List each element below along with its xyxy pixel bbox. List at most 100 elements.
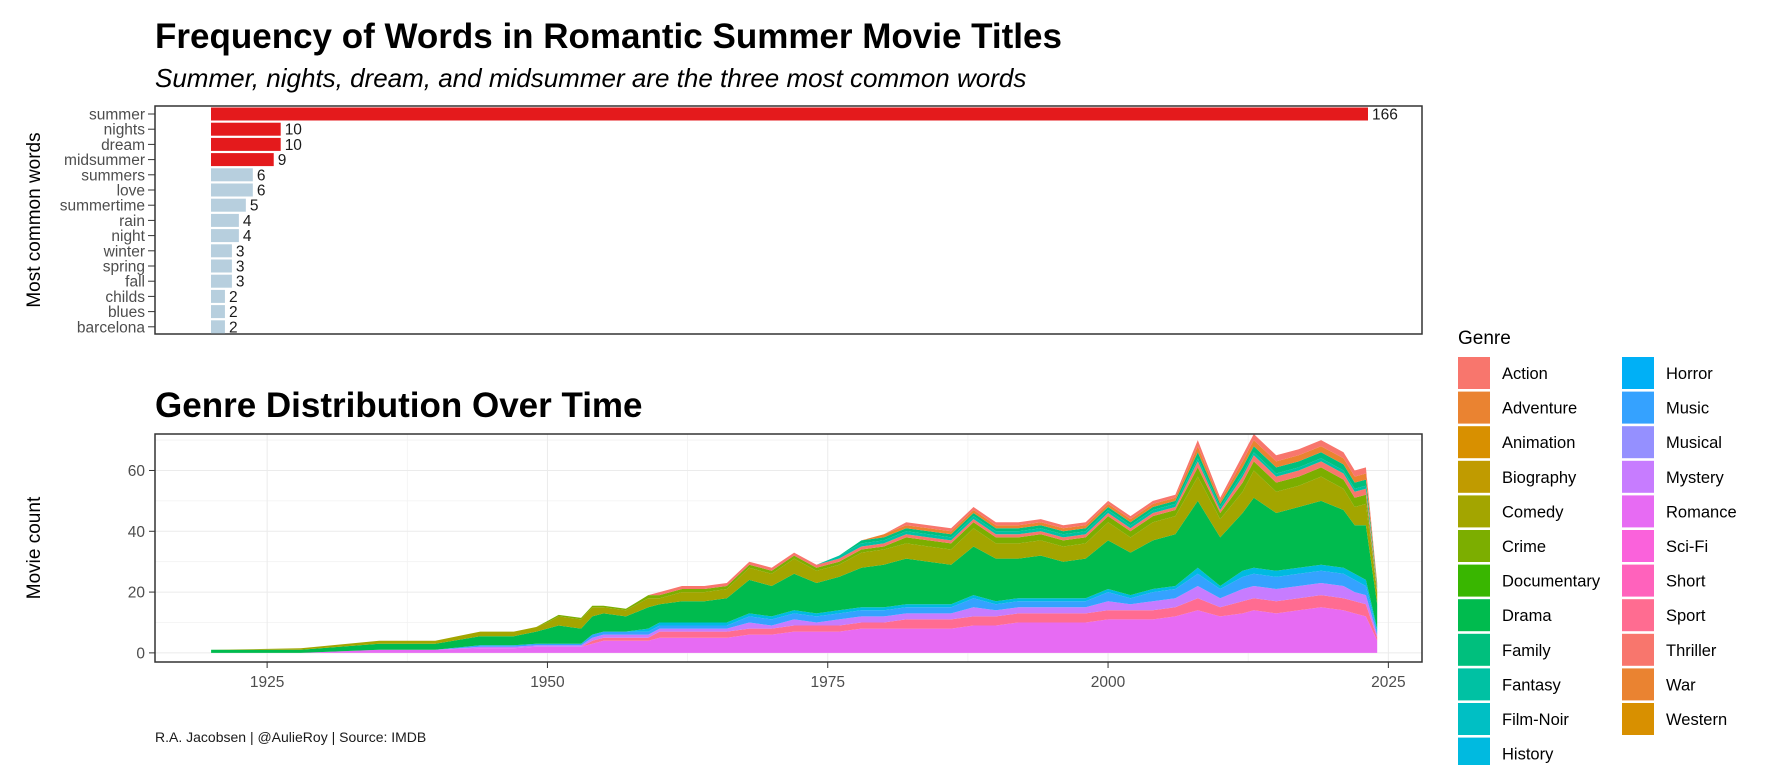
bar-blues [211, 305, 225, 319]
legend-key-drama [1458, 599, 1490, 632]
bar-category-label: summers [81, 167, 145, 184]
bar-value-label: 3 [236, 243, 245, 260]
chart-caption: R.A. Jacobsen | @AulieRoy | Source: IMDB [155, 729, 426, 745]
legend-label: Animation [1502, 434, 1575, 452]
bar-dream [211, 137, 281, 151]
bar-category-label: spring [103, 259, 145, 276]
legend-items: Action Adventure Animation Biography Comedy C… [1458, 357, 1737, 765]
bar-summers [211, 168, 253, 182]
genre-area-panel: 1925 1950 1975 2000 2025 0 20 40 60 Movie count [24, 433, 1423, 691]
bar-childs [211, 289, 225, 303]
legend-key-adventure [1458, 391, 1490, 424]
bar-value-label: 5 [250, 198, 259, 215]
bar-winter [211, 244, 232, 258]
bar-category-label: nights [104, 122, 146, 139]
bar-value-label: 166 [1372, 107, 1398, 124]
bar-category-label: barcelona [77, 319, 145, 336]
legend-label: Mystery [1666, 469, 1725, 487]
bar-panel-border [154, 105, 1423, 335]
legend-label: Film-Noir [1502, 711, 1569, 729]
bar-value-label: 3 [236, 274, 245, 291]
legend-label: Comedy [1502, 503, 1564, 521]
legend-key-thriller [1622, 633, 1654, 666]
legend-key-film-noir [1458, 703, 1490, 735]
bar-category-label: love [117, 183, 145, 200]
bar-nights [211, 122, 281, 136]
legend-label: Romance [1666, 503, 1737, 521]
legend-label: History [1502, 746, 1554, 764]
bar-rain [211, 213, 239, 227]
legend-key-short [1622, 564, 1654, 597]
legend-key-musical [1622, 426, 1654, 459]
bar-marks: summer 166 nights 10 dream 10 midsummer 9 summer… [60, 107, 1398, 337]
bar-category-label: rain [119, 213, 145, 230]
bar-category-label: childs [105, 289, 145, 306]
legend-key-mystery [1622, 460, 1654, 493]
bar-summer [211, 107, 1368, 121]
legend-key-horror [1622, 357, 1654, 389]
bar-value-label: 4 [243, 228, 252, 245]
area-series-romance [211, 607, 1378, 653]
legend-label: Crime [1502, 538, 1546, 556]
bar-night [211, 229, 239, 243]
area-series-history [211, 564, 1378, 653]
y-tick-label: 20 [128, 585, 146, 602]
legend-key-animation [1458, 426, 1490, 459]
legend-label: Sci-Fi [1666, 538, 1708, 556]
bar-value-label: 6 [257, 183, 266, 200]
area-series-sport [211, 595, 1378, 653]
legend-label: Fantasy [1502, 676, 1561, 694]
legend-key-documentary [1458, 564, 1490, 597]
bar-value-label: 2 [229, 319, 238, 336]
legend-label: Short [1666, 573, 1706, 591]
legend-label: Family [1502, 642, 1551, 660]
bar-love [211, 183, 253, 197]
legend-label: Drama [1502, 607, 1552, 625]
bar-category-label: blues [108, 304, 145, 321]
area-panel-border [154, 433, 1423, 663]
chart-title: Frequency of Words in Romantic Summer Mo… [155, 17, 1062, 56]
legend-key-family [1458, 633, 1490, 666]
x-tick-label: 1925 [250, 674, 284, 691]
legend-label: Music [1666, 400, 1709, 418]
bar-value-label: 2 [229, 304, 238, 321]
x-tick-label: 2000 [1091, 674, 1126, 691]
legend-key-sport [1622, 599, 1654, 632]
legend-label: Action [1502, 365, 1548, 383]
bar-category-label: night [111, 228, 145, 245]
bar-category-label: summertime [60, 198, 145, 215]
legend-key-war [1622, 668, 1654, 701]
x-tick-label: 1950 [530, 674, 565, 691]
legend-label: Western [1666, 711, 1727, 729]
legend-label: Adventure [1502, 400, 1577, 418]
legend-label: Thriller [1666, 642, 1717, 660]
bar-midsummer [211, 153, 274, 167]
legend-key-fantasy [1458, 668, 1490, 701]
legend-label: War [1666, 676, 1696, 694]
bar-fall [211, 274, 232, 288]
legend-key-western [1622, 703, 1654, 735]
legend-label: Horror [1666, 365, 1713, 383]
bar-spring [211, 259, 232, 273]
area-series-drama [211, 497, 1378, 653]
legend-label: Documentary [1502, 573, 1601, 591]
bar-category-label: dream [101, 137, 145, 154]
bar-summertime [211, 198, 246, 212]
area-series-comedy [211, 470, 1378, 650]
y-tick-label: 0 [136, 645, 145, 662]
word-frequency-panel: summer 166 nights 10 dream 10 midsummer 9 summer… [24, 105, 1423, 337]
legend-key-romance [1622, 495, 1654, 528]
bar-category-label: summer [89, 107, 145, 124]
x-tick-label: 2025 [1371, 674, 1405, 691]
area-chart-title: Genre Distribution Over Time [155, 386, 643, 425]
area-marks [211, 434, 1378, 653]
legend-label: Musical [1666, 434, 1722, 452]
legend-key-sci-fi [1622, 530, 1654, 562]
bar-value-label: 10 [285, 137, 303, 154]
x-tick-label: 1975 [811, 674, 845, 691]
legend-label: Biography [1502, 469, 1577, 487]
legend-key-music [1622, 391, 1654, 424]
y-tick-label: 60 [128, 463, 146, 480]
bar-category-label: midsummer [64, 152, 145, 169]
